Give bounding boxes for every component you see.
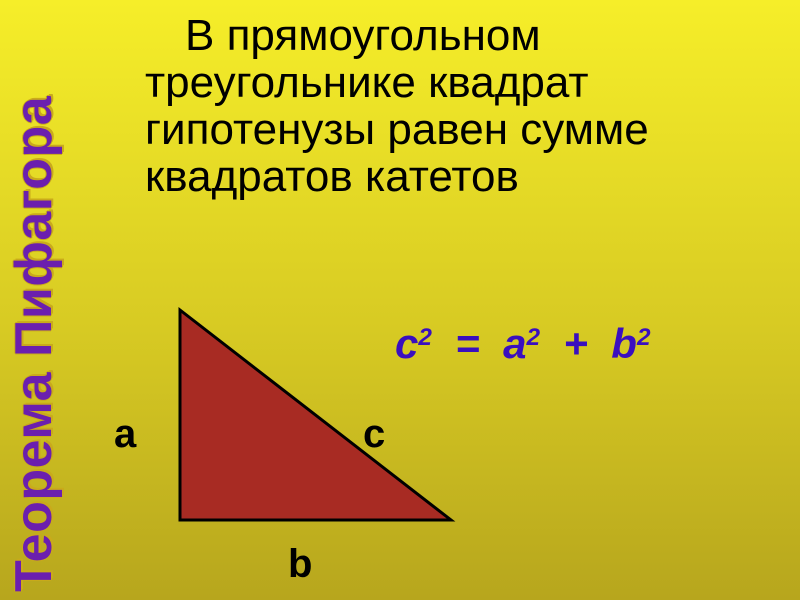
label-hypotenuse-c: c	[363, 412, 385, 457]
formula-a-exp: 2	[527, 324, 541, 351]
right-triangle-shape	[180, 310, 451, 520]
vertical-title: Теорема Пифагора	[8, 96, 60, 592]
formula-a-base: a	[503, 320, 526, 367]
formula-plus: +	[563, 320, 588, 367]
triangle-diagram	[158, 298, 478, 558]
theorem-statement: В прямоугольном треугольнике квадрат гип…	[145, 12, 765, 200]
label-leg-b: b	[288, 542, 312, 587]
formula-b-base: b	[611, 320, 637, 367]
label-leg-a: a	[114, 412, 136, 457]
slide: Теорема Пифагора В прямоугольном треугол…	[0, 0, 800, 600]
formula-b-exp: 2	[637, 324, 651, 351]
